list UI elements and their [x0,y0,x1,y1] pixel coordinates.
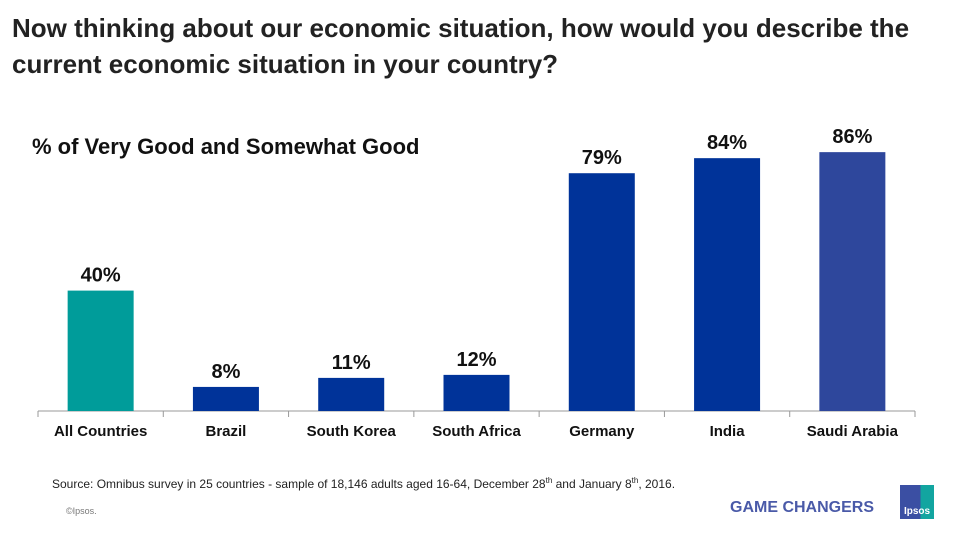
category-label: Germany [569,423,635,440]
bar-brazil [192,386,259,411]
bar-south-korea [318,377,385,411]
logo-text: Ipsos [903,506,931,517]
bar-germany [568,173,635,411]
category-label: South Korea [307,423,397,440]
data-label: 40% [81,265,121,287]
source-text: , 2016. [638,477,676,491]
bar-south-africa [443,374,510,411]
source-sup: th [631,476,639,485]
bar-saudi-arabia [819,152,886,411]
category-label: Brazil [205,423,246,440]
data-label: 11% [332,352,371,374]
data-label: 8% [211,361,240,383]
source-text: and January 8 [552,477,632,491]
ipsos-logo: Ipsos [900,485,934,519]
bar-all-countries [67,290,134,411]
category-label: Saudi Arabia [807,423,899,440]
source-text: Source: Omnibus survey in 25 countries -… [52,477,546,491]
bar-india [694,158,761,411]
data-label: 86% [832,126,872,148]
category-label: India [710,423,746,440]
data-label: 12% [456,349,496,371]
data-label: 79% [582,147,622,169]
category-label: All Countries [54,423,147,440]
data-label: 84% [707,132,747,154]
tagline: GAME CHANGERS [730,499,875,516]
source-sup: th [545,476,553,485]
chart-title: Now thinking about our economic situatio… [12,13,910,79]
copyright: ©Ipsos. [66,506,97,516]
category-label: South Africa [432,423,521,440]
chart-subtitle: % of Very Good and Somewhat Good [32,134,420,159]
source-note: Source: Omnibus survey in 25 countries -… [52,476,675,491]
